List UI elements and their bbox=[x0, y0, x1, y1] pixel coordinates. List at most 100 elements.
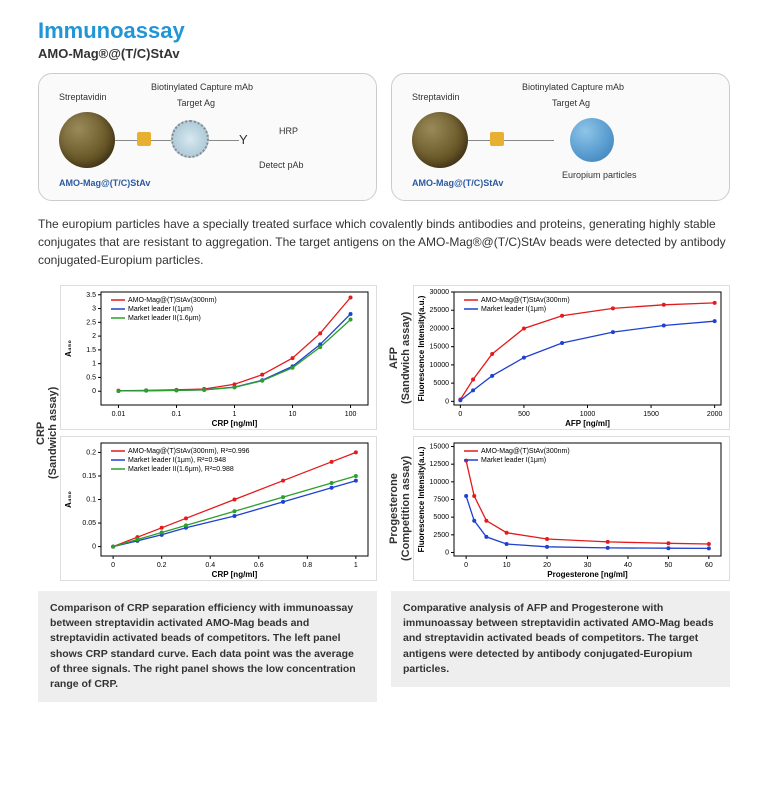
right-column: AFP (Sandwich assay) 0500010000150002000… bbox=[391, 285, 730, 702]
svg-text:60: 60 bbox=[705, 562, 713, 569]
prog-chart: 0250050007500100001250015000010203040506… bbox=[413, 436, 730, 581]
svg-text:2000: 2000 bbox=[707, 411, 723, 418]
bead-icon bbox=[412, 112, 468, 168]
svg-text:Market leader I(1μm): Market leader I(1μm) bbox=[481, 457, 546, 464]
svg-text:30: 30 bbox=[584, 562, 592, 569]
svg-text:0.2: 0.2 bbox=[86, 449, 96, 456]
charts-row: CRP (Sandwich assay) 0 0.5 1 1.5 2 2.5 3 3.5 0.0… bbox=[38, 285, 730, 702]
afp-ylabel: AFP (Sandwich assay) bbox=[391, 285, 409, 430]
label-hrp: HRP bbox=[279, 126, 298, 136]
crp-ylabel: CRP (Sandwich assay) bbox=[38, 285, 56, 581]
svg-text:3: 3 bbox=[92, 306, 96, 313]
europium-icon bbox=[570, 118, 614, 162]
svg-text:A₄₅₀: A₄₅₀ bbox=[64, 340, 73, 357]
svg-text:CRP [ng/ml]: CRP [ng/ml] bbox=[212, 570, 258, 579]
svg-text:10: 10 bbox=[289, 411, 297, 418]
svg-text:CRP [ng/ml]: CRP [ng/ml] bbox=[212, 419, 258, 428]
svg-text:2: 2 bbox=[92, 333, 96, 340]
svg-text:0: 0 bbox=[445, 549, 449, 556]
svg-text:20000: 20000 bbox=[430, 325, 450, 332]
svg-text:5000: 5000 bbox=[433, 380, 449, 387]
svg-text:Market leader I(1μm), R²=0.948: Market leader I(1μm), R²=0.948 bbox=[128, 457, 226, 464]
svg-text:1000: 1000 bbox=[580, 411, 596, 418]
svg-text:0.01: 0.01 bbox=[112, 411, 126, 418]
svg-text:1: 1 bbox=[92, 361, 96, 368]
svg-text:0.1: 0.1 bbox=[86, 497, 96, 504]
svg-text:AMO-Mag@(T)StAv(300nm): AMO-Mag@(T)StAv(300nm) bbox=[481, 448, 570, 455]
svg-text:40: 40 bbox=[624, 562, 632, 569]
crp-bottom-chart: 0 0.05 0.1 0.15 0.2 0 0.2 0.4 0.6 0.8 1 AMO-Mag@(T)… bbox=[60, 436, 377, 581]
diagram-row: Y Streptavidin Biotinylated Capture mAb … bbox=[38, 73, 730, 201]
svg-text:7500: 7500 bbox=[433, 497, 449, 504]
svg-text:0.1: 0.1 bbox=[172, 411, 182, 418]
streptavidin-icon bbox=[137, 132, 151, 146]
label-europium: Europium particles bbox=[562, 170, 637, 180]
svg-text:0: 0 bbox=[111, 562, 115, 569]
page-title: Immunoassay bbox=[38, 18, 730, 44]
svg-text:2.5: 2.5 bbox=[86, 319, 96, 326]
svg-text:0: 0 bbox=[464, 562, 468, 569]
label-product: AMO-Mag@(T/C)StAv bbox=[412, 178, 503, 188]
prog-ylabel: Progesterone (Competition assay) bbox=[391, 436, 409, 581]
antibody-icon: Y bbox=[239, 132, 248, 147]
svg-text:10000: 10000 bbox=[430, 362, 450, 369]
svg-text:1: 1 bbox=[233, 411, 237, 418]
svg-text:Market leader II(1.6μm), R²=0.: Market leader II(1.6μm), R²=0.988 bbox=[128, 466, 234, 473]
svg-text:0.5: 0.5 bbox=[86, 374, 96, 381]
svg-text:2500: 2500 bbox=[433, 532, 449, 539]
svg-text:0.05: 0.05 bbox=[82, 520, 96, 527]
svg-text:25000: 25000 bbox=[430, 307, 450, 314]
svg-text:5000: 5000 bbox=[433, 514, 449, 521]
svg-text:15000: 15000 bbox=[430, 444, 450, 451]
label-target: Target Ag bbox=[177, 98, 215, 108]
left-caption: Comparison of CRP separation efficiency … bbox=[38, 591, 377, 702]
label-capture: Biotinylated Capture mAb bbox=[151, 82, 253, 92]
svg-text:AFP [ng/ml]: AFP [ng/ml] bbox=[565, 419, 610, 428]
svg-text:20: 20 bbox=[543, 562, 551, 569]
svg-text:0: 0 bbox=[92, 544, 96, 551]
svg-text:10000: 10000 bbox=[430, 479, 450, 486]
svg-text:0: 0 bbox=[445, 398, 449, 405]
svg-text:1500: 1500 bbox=[643, 411, 659, 418]
left-column: CRP (Sandwich assay) 0 0.5 1 1.5 2 2.5 3 3.5 0.0… bbox=[38, 285, 377, 702]
svg-text:1: 1 bbox=[354, 562, 358, 569]
svg-text:AMO-Mag@(T)StAv(300nm): AMO-Mag@(T)StAv(300nm) bbox=[128, 297, 217, 304]
svg-text:500: 500 bbox=[518, 411, 530, 418]
svg-text:12500: 12500 bbox=[430, 461, 450, 468]
svg-text:3.5: 3.5 bbox=[86, 292, 96, 299]
svg-text:Progesterone [ng/ml]: Progesterone [ng/ml] bbox=[547, 570, 628, 579]
svg-text:0.15: 0.15 bbox=[82, 473, 96, 480]
label-streptavidin: Streptavidin bbox=[412, 92, 460, 102]
svg-text:0.2: 0.2 bbox=[157, 562, 167, 569]
svg-text:A₄₅₀: A₄₅₀ bbox=[64, 491, 73, 508]
svg-text:0.8: 0.8 bbox=[302, 562, 312, 569]
body-text: The europium particles have a specially … bbox=[38, 215, 730, 269]
page-subtitle: AMO-Mag®@(T/C)StAv bbox=[38, 46, 730, 61]
svg-text:1.5: 1.5 bbox=[86, 347, 96, 354]
crp-top-chart: 0 0.5 1 1.5 2 2.5 3 3.5 0.01 0.1 1 10 100 AMO-Mag@(T)… bbox=[60, 285, 377, 430]
diagram-left: Y Streptavidin Biotinylated Capture mAb … bbox=[38, 73, 377, 201]
svg-text:Market leader I(1μm): Market leader I(1μm) bbox=[481, 306, 546, 313]
svg-text:0.6: 0.6 bbox=[254, 562, 264, 569]
streptavidin-icon bbox=[490, 132, 504, 146]
label-product: AMO-Mag@(T/C)StAv bbox=[59, 178, 150, 188]
svg-text:Fluorescence Intensity(a.u.): Fluorescence Intensity(a.u.) bbox=[417, 446, 426, 552]
svg-text:15000: 15000 bbox=[430, 344, 450, 351]
right-caption: Comparative analysis of AFP and Progeste… bbox=[391, 591, 730, 687]
svg-text:Market leader II(1.6μm): Market leader II(1.6μm) bbox=[128, 315, 201, 322]
label-detect: Detect pAb bbox=[259, 160, 304, 170]
svg-text:0.4: 0.4 bbox=[205, 562, 215, 569]
diagram-right: Streptavidin Biotinylated Capture mAb Ta… bbox=[391, 73, 730, 201]
svg-text:30000: 30000 bbox=[430, 289, 450, 296]
svg-text:100: 100 bbox=[345, 411, 357, 418]
label-capture: Biotinylated Capture mAb bbox=[522, 82, 624, 92]
afp-chart: 0 5000 10000 15000 20000 25000 30000 0 500 1000 15… bbox=[413, 285, 730, 430]
svg-text:0: 0 bbox=[458, 411, 462, 418]
label-target: Target Ag bbox=[552, 98, 590, 108]
label-streptavidin: Streptavidin bbox=[59, 92, 107, 102]
svg-text:AMO-Mag@(T)StAv(300nm), R²=0.9: AMO-Mag@(T)StAv(300nm), R²=0.996 bbox=[128, 448, 250, 455]
svg-text:0: 0 bbox=[92, 388, 96, 395]
svg-text:Fluorescence Intensity(a.u.): Fluorescence Intensity(a.u.) bbox=[417, 295, 426, 401]
svg-text:10: 10 bbox=[503, 562, 511, 569]
svg-text:AMO-Mag@(T)StAv(300nm): AMO-Mag@(T)StAv(300nm) bbox=[481, 297, 570, 304]
